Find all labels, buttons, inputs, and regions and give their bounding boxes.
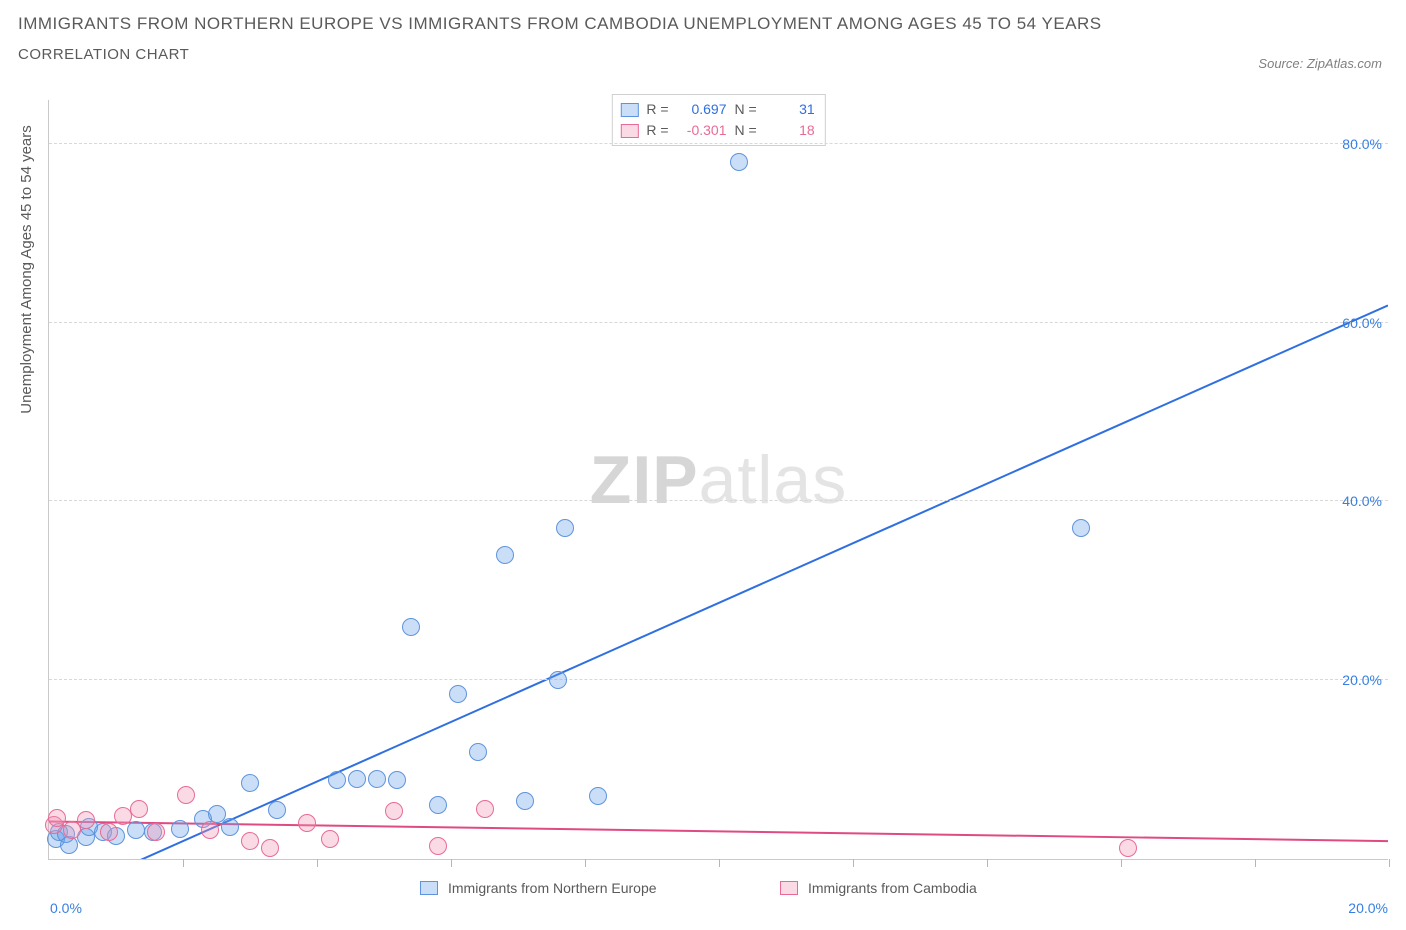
scatter-point-series2 [77, 811, 95, 829]
scatter-point-series1 [241, 774, 259, 792]
r-label-1: R = [646, 99, 668, 120]
scatter-point-series1 [328, 771, 346, 789]
swatch-series2 [620, 124, 638, 138]
x-axis-min-label: 0.0% [50, 900, 82, 916]
n-value-2: 18 [765, 120, 815, 141]
scatter-point-series2 [429, 837, 447, 855]
bottom-legend-series2: Immigrants from Cambodia [780, 880, 977, 896]
source-value: ZipAtlas.com [1307, 56, 1382, 71]
source-label: Source: [1258, 56, 1303, 71]
x-tick [451, 859, 452, 867]
stats-legend-box: R = 0.697 N = 31 R = -0.301 N = 18 [611, 94, 825, 146]
x-tick [1255, 859, 1256, 867]
scatter-point-series2 [241, 832, 259, 850]
scatter-point-series1 [268, 801, 286, 819]
y-tick-label: 60.0% [1342, 315, 1388, 331]
bottom-legend-series1: Immigrants from Northern Europe [420, 880, 657, 896]
r-label-2: R = [646, 120, 668, 141]
x-tick [719, 859, 720, 867]
x-tick [987, 859, 988, 867]
watermark-zip: ZIP [590, 442, 699, 518]
scatter-point-series2 [100, 823, 118, 841]
scatter-point-series1 [368, 770, 386, 788]
scatter-point-series1 [496, 546, 514, 564]
scatter-point-series1 [388, 771, 406, 789]
scatter-point-series1 [589, 787, 607, 805]
scatter-point-series2 [298, 814, 316, 832]
scatter-point-series2 [48, 809, 66, 827]
legend-label-series2: Immigrants from Cambodia [808, 880, 977, 896]
scatter-point-series1 [556, 519, 574, 537]
scatter-point-series1 [549, 671, 567, 689]
x-tick [1389, 859, 1390, 867]
r-value-2: -0.301 [677, 120, 727, 141]
scatter-point-series1 [127, 821, 145, 839]
scatter-point-series1 [469, 743, 487, 761]
scatter-point-series1 [221, 818, 239, 836]
x-tick [1121, 859, 1122, 867]
swatch-series2-bottom [780, 881, 798, 895]
y-axis-title: Unemployment Among Ages 45 to 54 years [18, 125, 35, 414]
chart-title-line1: IMMIGRANTS FROM NORTHERN EUROPE VS IMMIG… [18, 14, 1388, 34]
scatter-point-series1 [516, 792, 534, 810]
chart-title-line2: CORRELATION CHART [18, 46, 1388, 63]
gridline-h [49, 500, 1388, 501]
x-tick [317, 859, 318, 867]
n-value-1: 31 [765, 99, 815, 120]
scatter-point-series1 [449, 685, 467, 703]
scatter-point-series1 [171, 820, 189, 838]
gridline-h [49, 322, 1388, 323]
scatter-point-series2 [114, 807, 132, 825]
trend-line [62, 305, 1388, 859]
scatter-point-series2 [1119, 839, 1137, 857]
gridline-h [49, 679, 1388, 680]
scatter-point-series1 [730, 153, 748, 171]
chart-container: IMMIGRANTS FROM NORTHERN EUROPE VS IMMIG… [0, 0, 1406, 930]
scatter-point-series2 [130, 800, 148, 818]
scatter-point-series2 [177, 786, 195, 804]
x-tick [183, 859, 184, 867]
scatter-point-series1 [402, 618, 420, 636]
n-label-1: N = [735, 99, 757, 120]
stats-row-series2: R = -0.301 N = 18 [620, 120, 814, 141]
gridline-h [49, 143, 1388, 144]
source-attribution: Source: ZipAtlas.com [1258, 56, 1382, 71]
x-tick [585, 859, 586, 867]
scatter-point-series2 [201, 821, 219, 839]
y-tick-label: 40.0% [1342, 493, 1388, 509]
watermark: ZIPatlas [590, 441, 847, 519]
scatter-point-series2 [147, 823, 165, 841]
scatter-point-series1 [429, 796, 447, 814]
n-label-2: N = [735, 120, 757, 141]
swatch-series1 [620, 103, 638, 117]
scatter-point-series1 [348, 770, 366, 788]
y-tick-label: 20.0% [1342, 672, 1388, 688]
x-tick [853, 859, 854, 867]
title-block: IMMIGRANTS FROM NORTHERN EUROPE VS IMMIG… [18, 14, 1388, 63]
x-axis-max-label: 20.0% [1348, 900, 1388, 916]
scatter-point-series1 [1072, 519, 1090, 537]
scatter-point-series2 [476, 800, 494, 818]
legend-label-series1: Immigrants from Northern Europe [448, 880, 657, 896]
watermark-atlas: atlas [699, 442, 848, 518]
scatter-point-series2 [321, 830, 339, 848]
plot-area: ZIPatlas R = 0.697 N = 31 R = -0.301 N =… [48, 100, 1388, 860]
scatter-point-series2 [261, 839, 279, 857]
swatch-series1-bottom [420, 881, 438, 895]
trend-lines [49, 100, 1388, 859]
scatter-point-series2 [385, 802, 403, 820]
stats-row-series1: R = 0.697 N = 31 [620, 99, 814, 120]
r-value-1: 0.697 [677, 99, 727, 120]
y-tick-label: 80.0% [1342, 136, 1388, 152]
